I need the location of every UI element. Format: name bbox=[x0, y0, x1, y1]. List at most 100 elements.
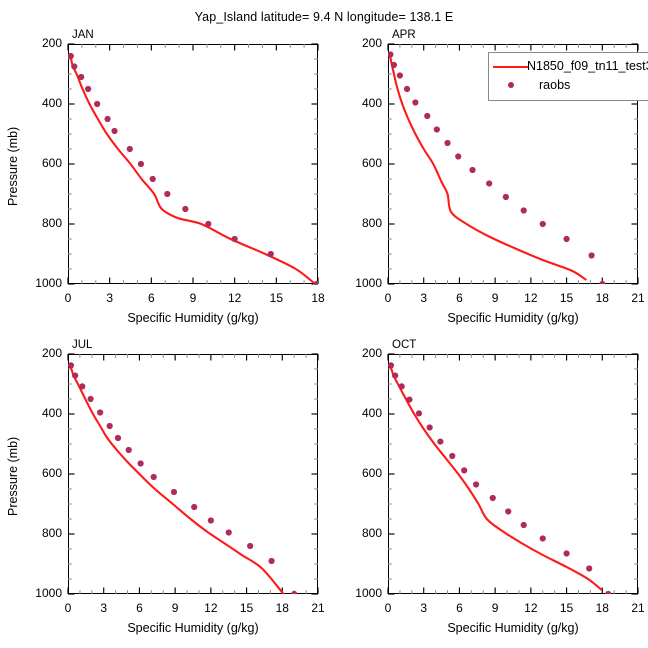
raobs-point bbox=[126, 145, 133, 153]
x-tick-label: 15 bbox=[559, 601, 574, 615]
model-curve bbox=[388, 53, 587, 281]
x-tick-label: 12 bbox=[524, 291, 538, 305]
y-tick-label: 800 bbox=[361, 216, 382, 230]
raobs-point bbox=[424, 112, 431, 120]
raobs-point bbox=[71, 63, 78, 70]
plot-frame bbox=[68, 354, 318, 594]
y-tick-label: 400 bbox=[361, 96, 382, 110]
raobs-point bbox=[539, 220, 546, 228]
raobs-point bbox=[225, 529, 232, 536]
x-tick-label: 15 bbox=[269, 291, 283, 305]
x-tick-label: 9 bbox=[491, 291, 499, 305]
raobs-point bbox=[137, 160, 145, 168]
raobs-point bbox=[114, 434, 122, 442]
raobs-point bbox=[415, 410, 423, 417]
panel-title-jan: JAN bbox=[72, 29, 94, 41]
raobs-point bbox=[398, 383, 405, 390]
y-tick-label: 200 bbox=[361, 346, 382, 360]
model-curve bbox=[69, 364, 285, 594]
raobs-point bbox=[149, 175, 156, 183]
raobs-point bbox=[392, 372, 399, 379]
raobs-point bbox=[79, 383, 86, 390]
raobs-point bbox=[469, 166, 476, 174]
panel-jan: JAN 0 3 6 9 12 15 18 200 400 600 800 1000 Specific Hu… bbox=[6, 29, 325, 325]
raobs-point bbox=[150, 473, 157, 481]
y-tick-label: 400 bbox=[361, 406, 382, 420]
x-tick-label: 15 bbox=[559, 291, 574, 305]
x-tick-label: 3 bbox=[420, 601, 428, 615]
raobs-point bbox=[449, 452, 456, 460]
y-tick-label: 600 bbox=[361, 466, 382, 480]
page-title: Yap_Island latitude= 9.4 N longitude= 13… bbox=[194, 10, 454, 24]
raobs-point bbox=[170, 488, 178, 496]
x-tick-label: 0 bbox=[384, 601, 392, 615]
raobs-point bbox=[313, 280, 318, 284]
raobs-point bbox=[268, 557, 275, 565]
legend-line-swatch bbox=[493, 66, 529, 68]
y-axis-label: Pressure (mb) bbox=[6, 126, 20, 206]
raobs-point bbox=[502, 193, 509, 201]
y-tick-label: 800 bbox=[41, 216, 62, 230]
x-tick-label: 21 bbox=[631, 291, 645, 305]
raobs-point bbox=[520, 521, 527, 529]
y-tick-label: 800 bbox=[41, 526, 62, 540]
y-tick-label: 400 bbox=[41, 406, 62, 420]
raobs-point bbox=[486, 180, 493, 187]
x-tick-label: 18 bbox=[275, 601, 289, 615]
x-tick-label: 0 bbox=[64, 601, 72, 615]
raobs-point bbox=[68, 52, 74, 60]
data-layer bbox=[388, 51, 606, 284]
raobs-point bbox=[97, 409, 104, 416]
raobs-point bbox=[78, 73, 85, 81]
raobs-point bbox=[205, 220, 212, 228]
panel-title-apr: APR bbox=[392, 29, 416, 41]
x-tick-label: 9 bbox=[189, 291, 197, 305]
x-tick-label: 6 bbox=[456, 601, 463, 615]
panel-title-oct: OCT bbox=[392, 339, 417, 351]
axis-ticks bbox=[67, 43, 319, 285]
y-axis-label: Pressure (mb) bbox=[6, 436, 20, 516]
data-layer bbox=[68, 52, 318, 284]
raobs-point bbox=[267, 250, 274, 258]
x-tick-label: 18 bbox=[311, 291, 325, 305]
raobs-point bbox=[94, 100, 101, 108]
y-tick-label: 1000 bbox=[35, 586, 62, 600]
x-tick-label: 18 bbox=[595, 291, 609, 305]
model-curve bbox=[69, 54, 317, 284]
legend-dot-swatch bbox=[508, 82, 514, 88]
raobs-point bbox=[125, 446, 132, 454]
data-layer bbox=[388, 362, 612, 594]
y-tick-label: 1000 bbox=[355, 276, 382, 290]
x-axis-label: Specific Humidity (g/kg) bbox=[447, 311, 579, 325]
x-tick-label: 12 bbox=[204, 601, 218, 615]
y-tick-label: 600 bbox=[41, 156, 62, 170]
raobs-point bbox=[164, 190, 171, 198]
raobs-point bbox=[111, 127, 118, 135]
y-tick-label: 400 bbox=[41, 96, 62, 110]
y-tick-label: 1000 bbox=[355, 586, 382, 600]
y-tick-label: 200 bbox=[361, 36, 382, 50]
raobs-point bbox=[390, 61, 398, 69]
raobs-point bbox=[599, 280, 606, 284]
x-tick-label: 6 bbox=[456, 291, 463, 305]
raobs-point bbox=[68, 362, 75, 369]
raobs-point bbox=[85, 85, 92, 93]
x-axis-label: Specific Humidity (g/kg) bbox=[127, 621, 259, 635]
raobs-point bbox=[291, 590, 298, 594]
axis-ticks bbox=[387, 353, 639, 595]
x-tick-label: 6 bbox=[147, 291, 155, 305]
raobs-point bbox=[182, 205, 189, 213]
x-tick-label: 3 bbox=[420, 291, 428, 305]
raobs-point bbox=[403, 85, 411, 93]
raobs-point bbox=[437, 438, 444, 445]
y-tick-label: 600 bbox=[41, 466, 62, 480]
x-tick-label: 15 bbox=[239, 601, 254, 615]
raobs-point bbox=[563, 235, 570, 243]
x-axis-label: Specific Humidity (g/kg) bbox=[127, 311, 259, 325]
raobs-point bbox=[247, 542, 254, 550]
raobs-point bbox=[388, 362, 395, 369]
x-tick-label: 6 bbox=[136, 601, 143, 615]
raobs-point bbox=[605, 590, 612, 594]
x-tick-label: 18 bbox=[595, 601, 609, 615]
raobs-point bbox=[396, 72, 403, 79]
